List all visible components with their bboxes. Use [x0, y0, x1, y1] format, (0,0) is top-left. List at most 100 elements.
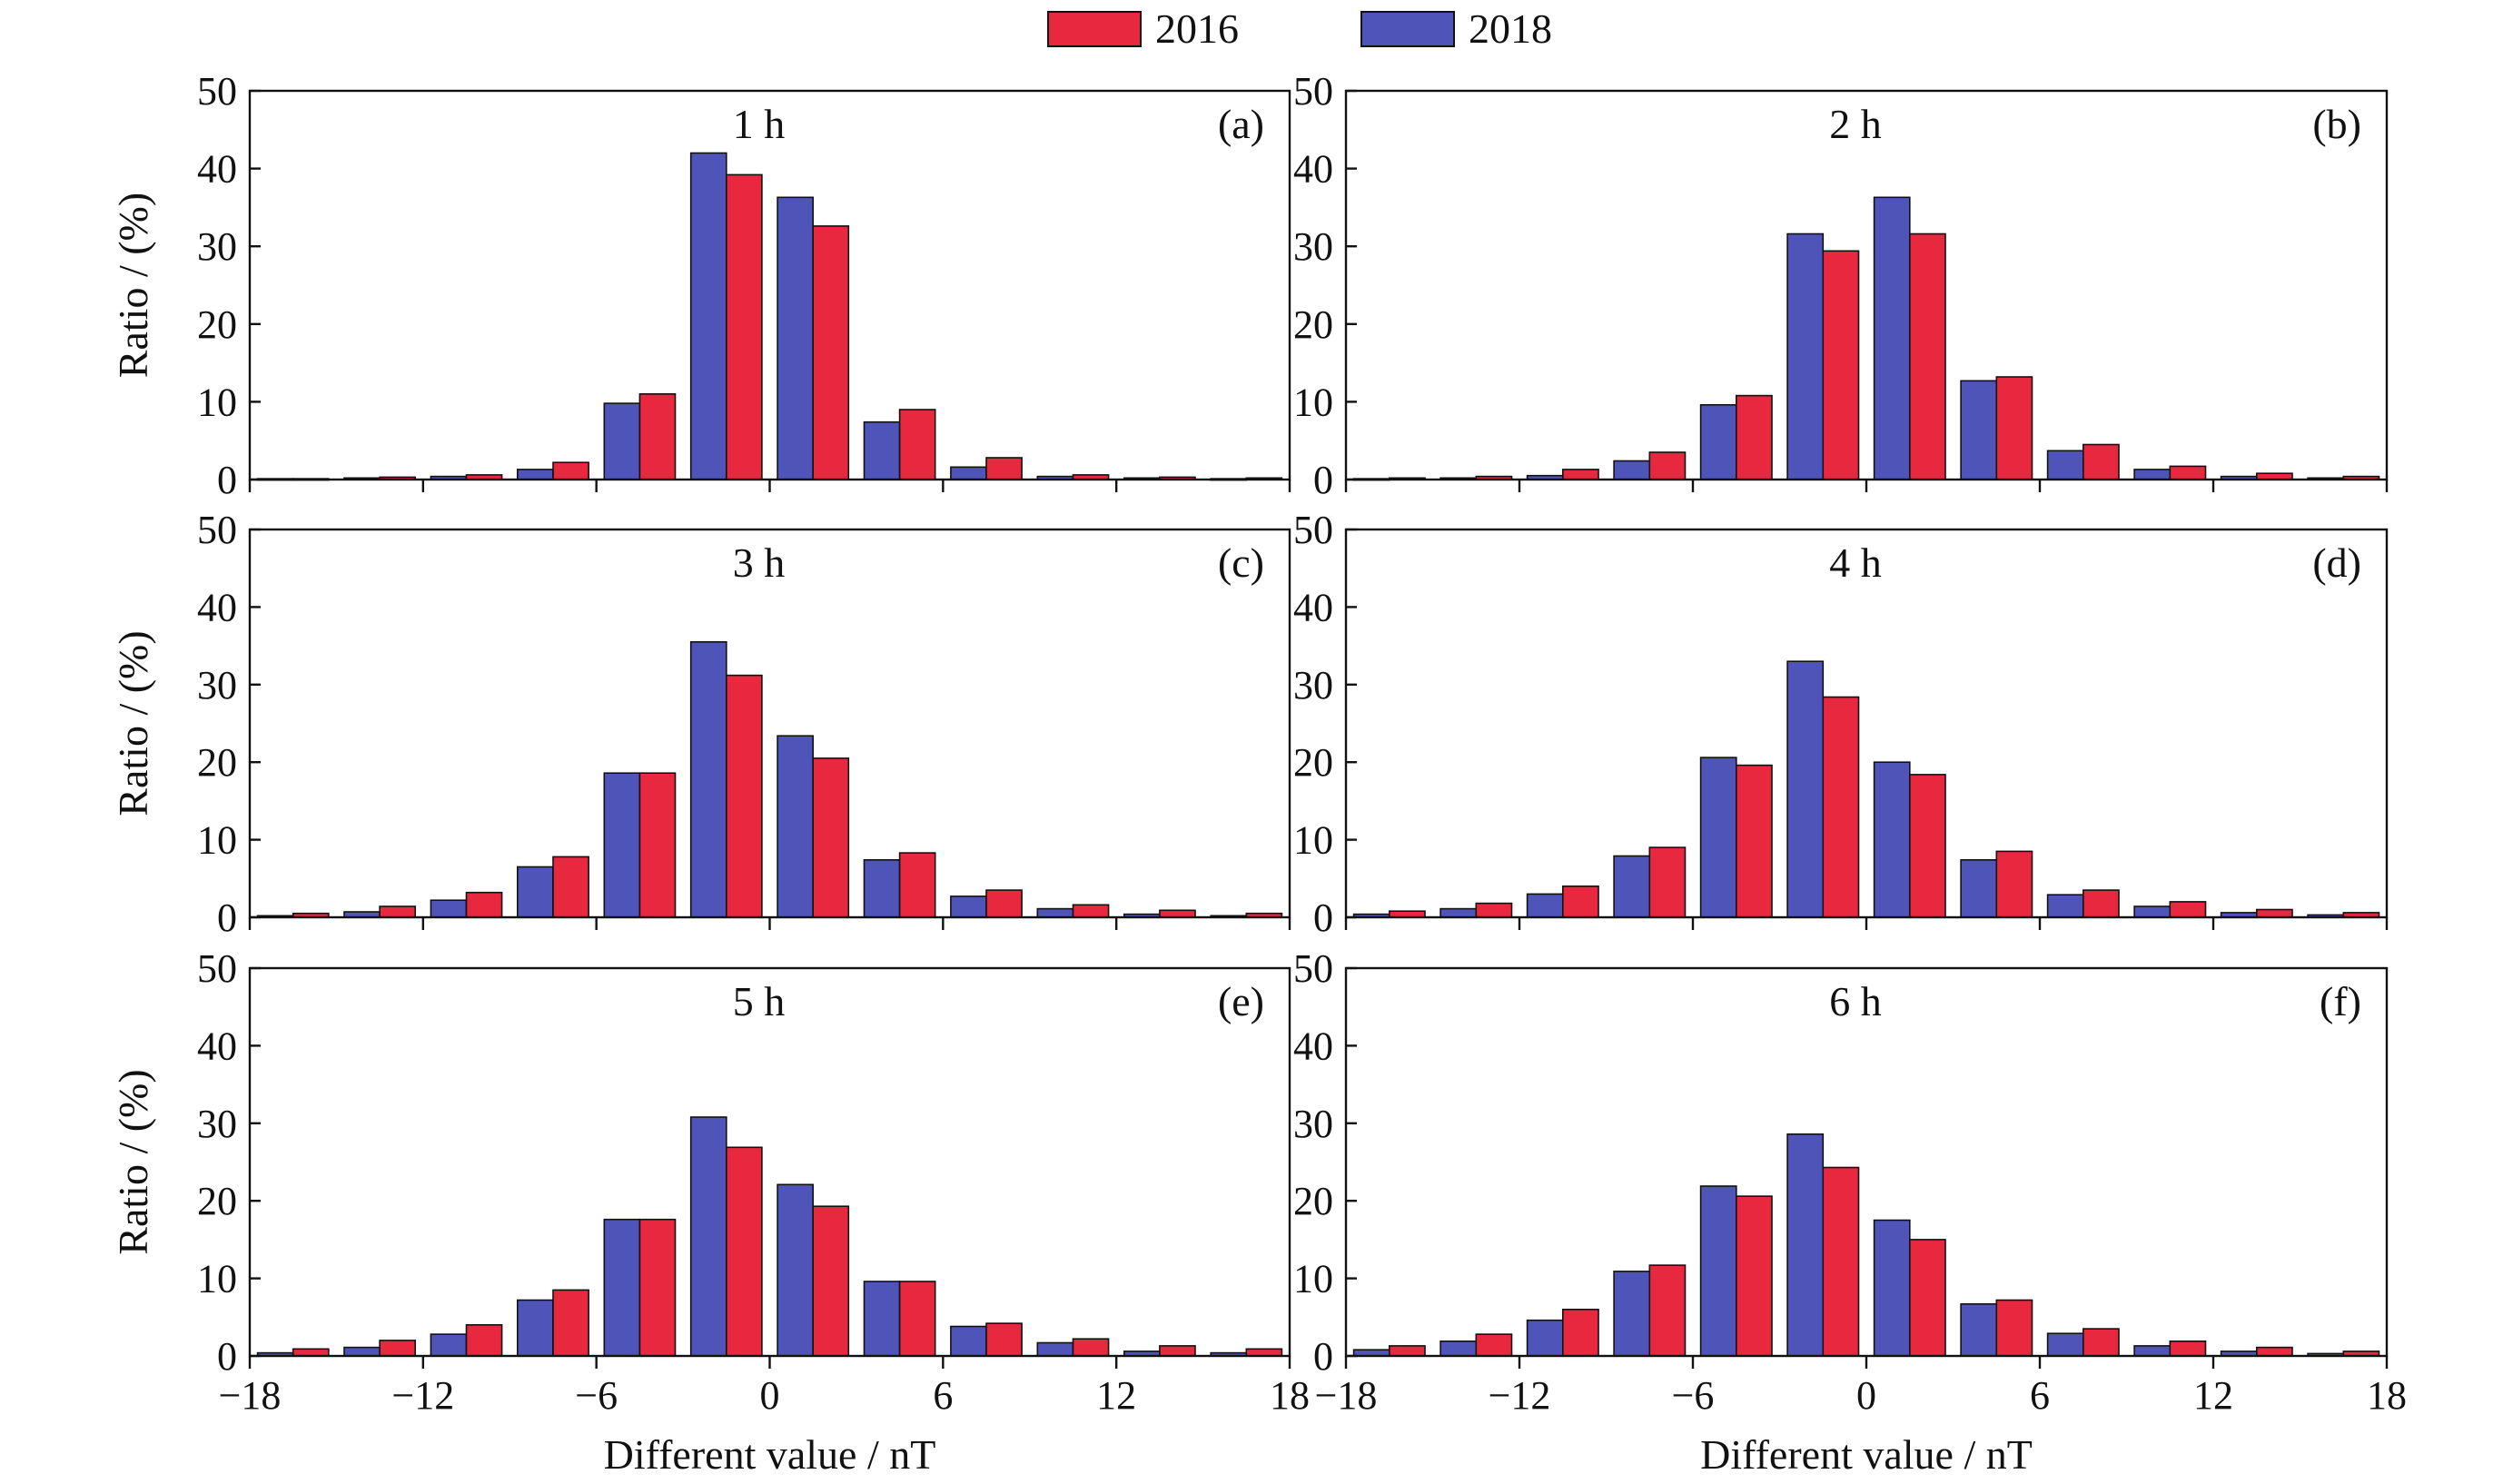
bar-2018-bin-9	[2133, 469, 2172, 480]
bar-2018-bin-2	[1526, 893, 1564, 918]
bar-2016-bin-5	[725, 173, 763, 480]
y-tick-label: 50	[1293, 946, 1333, 991]
bar-2016-bin-5	[725, 674, 763, 918]
bar-2016-bin-4	[1736, 1195, 1773, 1357]
y-tick-label: 50	[197, 508, 237, 552]
bar-2018-bin-4	[1699, 757, 1737, 918]
bar-2016-bin-4	[638, 1218, 677, 1357]
bar-2016-bin-7	[898, 852, 936, 918]
bar-2016-bin-10	[2256, 1346, 2293, 1357]
legend-label-2018: 2018	[1469, 5, 1552, 52]
y-tick-label: 50	[197, 69, 237, 114]
x-tick-label: 6	[933, 1373, 953, 1418]
bar-2018-bin-7	[863, 420, 901, 480]
panel-letter: (e)	[1218, 978, 1264, 1024]
panel-title: 6 h	[1829, 978, 1882, 1024]
bar-2016-bin-8	[2083, 1328, 2120, 1357]
bar-2016-bin-0	[1389, 1345, 1426, 1357]
bar-2016-bin-10	[2256, 908, 2293, 918]
x-tick-label: −6	[1672, 1373, 1715, 1418]
bar-2016-bin-3	[552, 461, 589, 480]
plot-frame	[1344, 528, 2389, 919]
bar-2016-bin-1	[1475, 1333, 1513, 1357]
x-tick-label: 12	[2193, 1373, 2233, 1418]
bar-2016-bin-1	[379, 1340, 417, 1357]
bar-2018-bin-9	[2133, 1345, 2172, 1357]
x-tick-label: 0	[760, 1373, 780, 1418]
y-axis-label: Ratio / (%)	[110, 630, 156, 816]
bar-2018-bin-4	[603, 1218, 641, 1357]
bar-2016-bin-6	[1909, 232, 1946, 480]
bar-2016-bin-4	[638, 772, 677, 918]
bar-2018-bin-3	[516, 866, 554, 918]
panels: 0 10 20 30 40 50 1 h (a) Ratio / (%) 0 10 20 30 40 50 2…	[110, 69, 2407, 1478]
y-tick-label: 30	[1293, 1102, 1333, 1146]
y-tick-label: 20	[197, 740, 237, 785]
y-tick-label: 10	[197, 1257, 237, 1301]
bar-2016-bin-2	[1562, 1309, 1599, 1357]
y-tick-label: 0	[217, 458, 237, 502]
chart-panel-c: 0 10 20 30 40 50 3 h (c) Ratio / (%)	[110, 508, 1291, 940]
panel-title: 5 h	[733, 978, 786, 1024]
bar-2016-bin-8	[2083, 443, 2120, 480]
bar-2018-bin-2	[430, 899, 468, 918]
bar-2016-bin-4	[638, 392, 677, 480]
bar-2018-bin-8	[2046, 1332, 2084, 1357]
bar-2018-bin-8	[2046, 450, 2084, 480]
x-tick-label: 18	[2367, 1373, 2407, 1418]
bar-2016-bin-4	[1736, 394, 1773, 480]
chart-panel-f: 0 10 20 30 40 50 −18 −12 −6 0 6 12 18 6 h (f) Different…	[1293, 946, 2407, 1478]
bar-2018-bin-2	[430, 1333, 468, 1357]
bar-2018-bin-3	[516, 469, 554, 480]
bar-2016-bin-9	[1072, 904, 1110, 918]
bar-2016-bin-8	[2083, 889, 2120, 918]
bar-2018-bin-5	[1786, 1133, 1825, 1357]
bar-2016-bin-1	[379, 905, 417, 918]
y-tick-label: 20	[197, 1179, 237, 1223]
y-tick-label: 40	[1293, 1024, 1333, 1068]
bar-2016-bin-5	[1822, 1166, 1860, 1357]
panel-letter: (f)	[2320, 978, 2361, 1024]
bar-2018-bin-6	[1873, 761, 1911, 918]
legend-swatch-2018	[1360, 11, 1455, 47]
bar-2016-bin-8	[985, 889, 1023, 918]
bar-2018-bin-7	[863, 1281, 901, 1357]
bar-2016-bin-9	[2169, 465, 2207, 480]
plot-frame	[248, 966, 1291, 1358]
bar-2016-bin-2	[1562, 469, 1599, 480]
bar-2016-bin-3	[1648, 451, 1687, 480]
y-tick-label: 40	[1293, 147, 1333, 192]
bar-2016-bin-3	[1648, 846, 1687, 918]
y-tick-label: 40	[197, 147, 237, 192]
bar-2018-bin-9	[1036, 1341, 1074, 1357]
bar-2016-bin-2	[465, 891, 503, 918]
bar-2018-bin-4	[603, 402, 641, 480]
panel-title: 1 h	[733, 101, 786, 147]
bar-2016-bin-7	[1995, 850, 2033, 918]
bar-2018-bin-5	[689, 1116, 727, 1357]
bar-2018-bin-5	[689, 152, 727, 480]
y-tick-label: 20	[1293, 740, 1333, 785]
bar-2016-bin-7	[1995, 1299, 2033, 1357]
bar-2016-bin-2	[1562, 885, 1599, 918]
y-tick-label: 10	[197, 818, 237, 863]
bar-2018-bin-3	[1613, 1271, 1651, 1357]
y-tick-label: 0	[217, 895, 237, 940]
y-tick-label: 50	[1293, 508, 1333, 552]
panel-title: 2 h	[1829, 101, 1882, 147]
y-tick-label: 30	[1293, 663, 1333, 707]
panel-title: 4 h	[1829, 539, 1882, 586]
bar-2018-bin-8	[2046, 894, 2084, 918]
bar-2016-bin-6	[1909, 774, 1946, 918]
bar-2018-bin-3	[516, 1299, 554, 1357]
x-tick-label: 6	[2030, 1373, 2050, 1418]
bar-2018-bin-7	[1960, 1303, 1998, 1357]
bar-2018-bin-3	[1613, 460, 1651, 480]
bar-2018-bin-8	[950, 1325, 987, 1357]
bar-2016-bin-5	[725, 1146, 763, 1357]
bar-2016-bin-7	[898, 1281, 936, 1357]
panel-letter: (d)	[2312, 539, 2361, 586]
bar-2018-bin-4	[1699, 403, 1737, 480]
y-tick-label: 40	[197, 1024, 237, 1068]
